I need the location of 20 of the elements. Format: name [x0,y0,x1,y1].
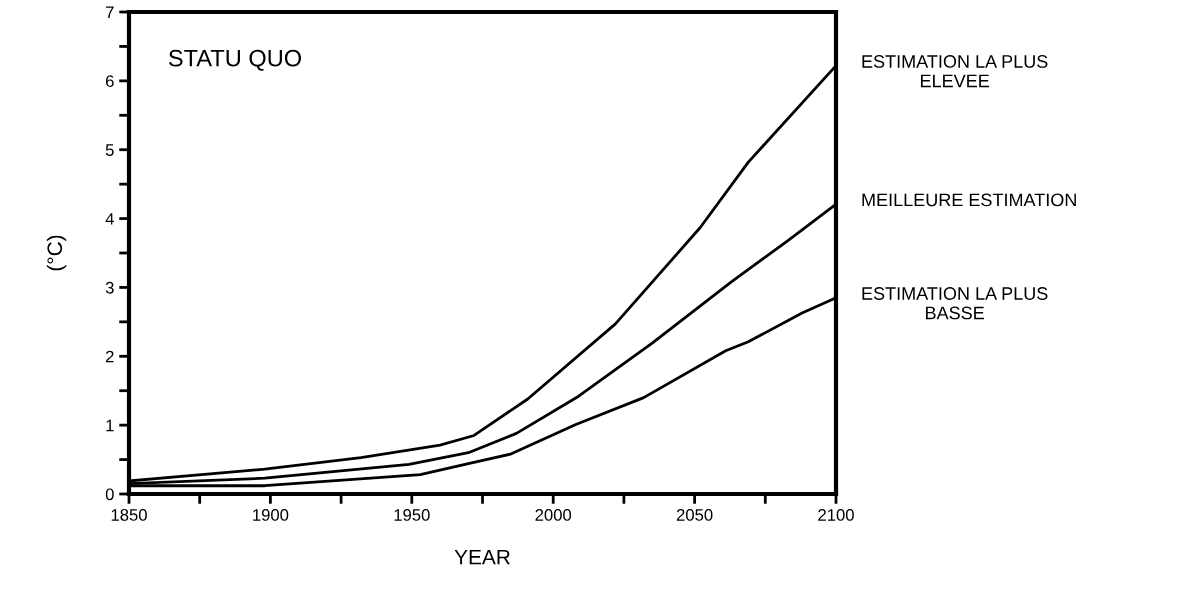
series-label: MEILLEURE ESTIMATION [862,193,1076,207]
x-tick-label: 1850 [111,509,147,521]
annotation: STATU QUO [168,49,302,71]
y-tick-label: 4 [105,213,114,225]
x-axis-title: YEAR [454,549,510,565]
y-tick-label: 7 [106,6,114,19]
series-label: ESTIMATION LA PLUS BASSE [862,287,1048,320]
x-tick-label: 2100 [818,509,854,521]
y-tick-label: 6 [105,75,114,88]
y-tick-label: 3 [105,281,114,294]
y-tick-label: 2 [105,350,114,363]
x-tick-label: 1950 [394,509,430,521]
y-axis-title: (°C) [46,235,67,271]
x-tick-label: 2000 [535,509,572,521]
series-label: ESTIMATION LA PLUS ELEVEE [862,55,1048,88]
y-tick-label: 5 [105,144,114,156]
y-tick-label: 1 [106,419,114,432]
y-tick-label: 0 [105,488,114,501]
x-tick-label: 1900 [253,509,289,521]
x-tick-label: 2050 [676,509,713,521]
